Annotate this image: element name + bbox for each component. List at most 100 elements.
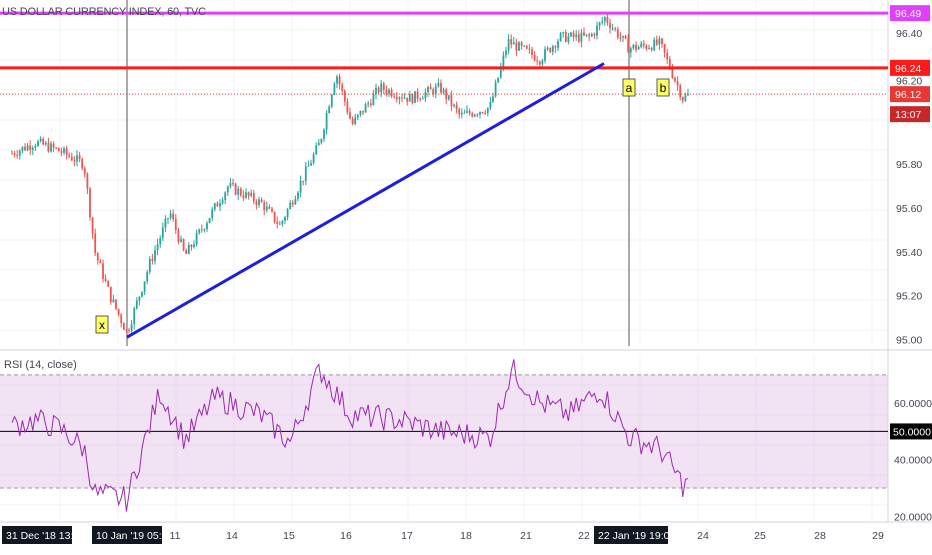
candle-body (302, 180, 305, 182)
candle-body (676, 81, 679, 86)
candle-body (666, 52, 669, 59)
candle-body (102, 263, 104, 279)
candle-body (432, 89, 435, 95)
candle-body (50, 143, 52, 152)
candle-body (562, 32, 565, 34)
time-tag-text: 10 Jan '19 05:00 (96, 530, 173, 542)
candle-body (107, 281, 110, 287)
candle-body (159, 238, 162, 245)
candle-body (271, 208, 273, 212)
candle-body (263, 202, 266, 211)
candle-body (570, 32, 572, 37)
candle-body (356, 114, 359, 118)
price-tick-label: 95.00 (896, 334, 922, 346)
candle-body (614, 28, 617, 30)
candle-body (21, 146, 24, 151)
candle-body (68, 154, 71, 157)
candle-body (138, 296, 141, 301)
candle-body (681, 97, 684, 101)
candle-body (505, 50, 507, 56)
candle-body (151, 258, 154, 261)
marker-box-x (95, 315, 109, 334)
candle-body (57, 148, 60, 152)
candle-body (198, 229, 201, 233)
time-tick-label: 29 (872, 530, 884, 542)
candle-body (76, 155, 78, 162)
candle-body (590, 34, 593, 37)
time-tick-label: 24 (697, 530, 709, 542)
candle-body (73, 160, 76, 162)
candle-body (172, 213, 175, 220)
candle-body (390, 89, 393, 97)
candle-body (499, 66, 502, 78)
candle-body (429, 87, 432, 90)
candle-body (531, 49, 533, 56)
candle-body (133, 308, 136, 325)
candle-body (528, 48, 531, 50)
rsi-line (11, 359, 689, 512)
rsi-title: RSI (14, close) (4, 359, 77, 371)
candle-body (315, 145, 318, 155)
rsi-mid-tag-bg (890, 423, 932, 440)
candle-body (359, 110, 362, 115)
price-tick-label: 95.40 (896, 247, 922, 259)
candle-body (440, 83, 442, 93)
candle-body (81, 159, 84, 169)
candle-body (34, 146, 37, 148)
candle-body (564, 32, 567, 42)
candle-body (203, 229, 206, 231)
time-tag-bg (92, 526, 162, 544)
candle-body (31, 147, 34, 150)
candle-body (624, 35, 627, 39)
candle-body (351, 118, 354, 125)
candle-body (94, 233, 97, 253)
candle-body (525, 45, 528, 49)
candle-body (460, 112, 463, 115)
candle-body (330, 94, 333, 107)
candle-body (289, 202, 292, 209)
candle-body (546, 47, 549, 50)
candle-body (237, 188, 240, 195)
candle-body (523, 45, 526, 47)
candle-body (343, 90, 346, 102)
time-tick-label: 22 (578, 530, 590, 542)
candle-body (403, 97, 406, 99)
time-tag-bg (594, 526, 668, 544)
candle-body (515, 42, 518, 51)
candle-body (190, 244, 193, 248)
candle-body (494, 82, 497, 97)
candle-body (255, 201, 258, 205)
candle-body (278, 223, 281, 225)
candle-body (320, 138, 323, 143)
candle-body (185, 250, 188, 254)
candle-body (510, 39, 513, 45)
candle-body (182, 239, 185, 251)
candle-body (497, 77, 500, 83)
candle-body (224, 192, 227, 201)
candle-body (406, 97, 409, 102)
candle-body (551, 46, 554, 53)
candle-body (161, 227, 164, 239)
candle-body (268, 206, 271, 209)
candle-body (367, 103, 370, 105)
candle-body (601, 21, 604, 23)
candle-body (369, 103, 372, 106)
candle-body (380, 83, 383, 93)
marker-label-a: a (626, 81, 633, 95)
rsi-mid-tag-text: 50.0000 (893, 426, 931, 438)
candle-body (328, 106, 331, 114)
candle-body (307, 165, 310, 167)
candle-body (398, 97, 401, 100)
candle-body (18, 150, 21, 156)
candle-body (193, 244, 195, 248)
candle-body (616, 29, 619, 38)
time-tick-label: 14 (226, 530, 238, 542)
candle-body (260, 199, 263, 203)
candle-body (492, 96, 494, 103)
trendline (126, 62, 605, 339)
candle-body (325, 113, 328, 130)
candle-body (156, 244, 159, 251)
candle-body (239, 188, 242, 196)
time-tag-text: 31 Dec '18 13:00 (6, 530, 85, 542)
time-tag-bg (2, 526, 72, 544)
